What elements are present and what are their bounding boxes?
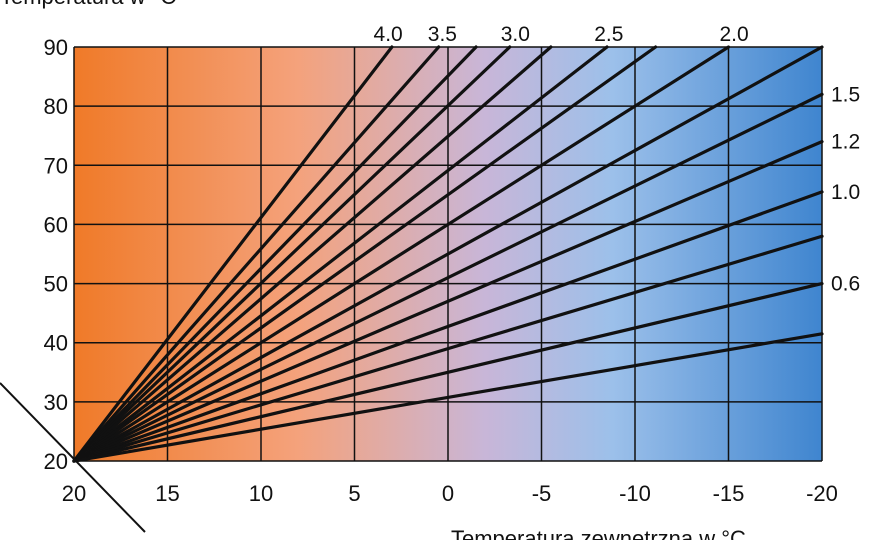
heating-curve xyxy=(72,190,824,463)
heating-curve xyxy=(72,45,824,463)
y-tick-label: 70 xyxy=(44,153,68,178)
curve-slope-label: 1.2 xyxy=(831,131,860,154)
y-tick-label: 50 xyxy=(44,272,68,297)
curve-slope-label: 3.0 xyxy=(501,23,530,46)
heating-curve xyxy=(72,234,824,463)
heating-curve xyxy=(72,45,478,463)
y-axis-title: Temperatura w °C xyxy=(0,0,176,9)
curve-slope-label: 4.0 xyxy=(374,23,403,46)
diagonal-marker xyxy=(0,382,146,533)
y-tick-label: 20 xyxy=(44,449,68,474)
heating-curve xyxy=(72,45,394,463)
x-axis-ticks: 20 15 10 5 0 -5 -10 -15 -20 xyxy=(62,481,838,506)
heating-curve xyxy=(72,45,731,463)
heating-curve xyxy=(72,281,824,463)
curve-labels: 4.0 3.5 3.0 2.5 2.0 1.5 1.2 1.0 0.6 xyxy=(374,23,861,296)
y-tick-label: 60 xyxy=(44,212,68,237)
y-tick-label: 30 xyxy=(44,390,68,415)
heating-curve xyxy=(72,92,824,463)
x-tick-label: 10 xyxy=(249,481,273,506)
heating-curve xyxy=(72,45,658,463)
x-tick-label: -15 xyxy=(713,481,745,506)
curve-slope-label: 2.5 xyxy=(594,23,623,46)
x-tick-label: -20 xyxy=(806,481,838,506)
heating-curve xyxy=(72,140,824,463)
x-tick-label: 0 xyxy=(442,481,454,506)
x-tick-label: 5 xyxy=(348,481,360,506)
curve-slope-label: 2.0 xyxy=(720,23,749,46)
x-tick-label: 15 xyxy=(155,481,179,506)
curve-slope-label: 0.6 xyxy=(831,273,860,296)
heating-curve xyxy=(72,45,512,463)
heating-curve xyxy=(72,45,609,463)
y-tick-label: 40 xyxy=(44,331,68,356)
heating-curve xyxy=(72,45,553,463)
heating-curve xyxy=(72,332,824,463)
heating-curve xyxy=(72,45,441,463)
x-tick-label: -5 xyxy=(532,481,552,506)
curve-slope-label: 1.5 xyxy=(831,83,860,106)
y-tick-label: 90 xyxy=(44,35,68,60)
curve-slope-label: 1.0 xyxy=(831,181,860,204)
heating-curves xyxy=(72,45,824,463)
curve-slope-label: 3.5 xyxy=(428,23,457,46)
x-axis-title: Temperatura zewnętrzna w °C xyxy=(451,526,746,540)
y-tick-label: 80 xyxy=(44,94,68,119)
x-tick-label: -10 xyxy=(619,481,651,506)
y-axis-ticks: 20 30 40 50 60 70 80 90 xyxy=(44,35,68,474)
x-tick-label: 20 xyxy=(62,481,86,506)
